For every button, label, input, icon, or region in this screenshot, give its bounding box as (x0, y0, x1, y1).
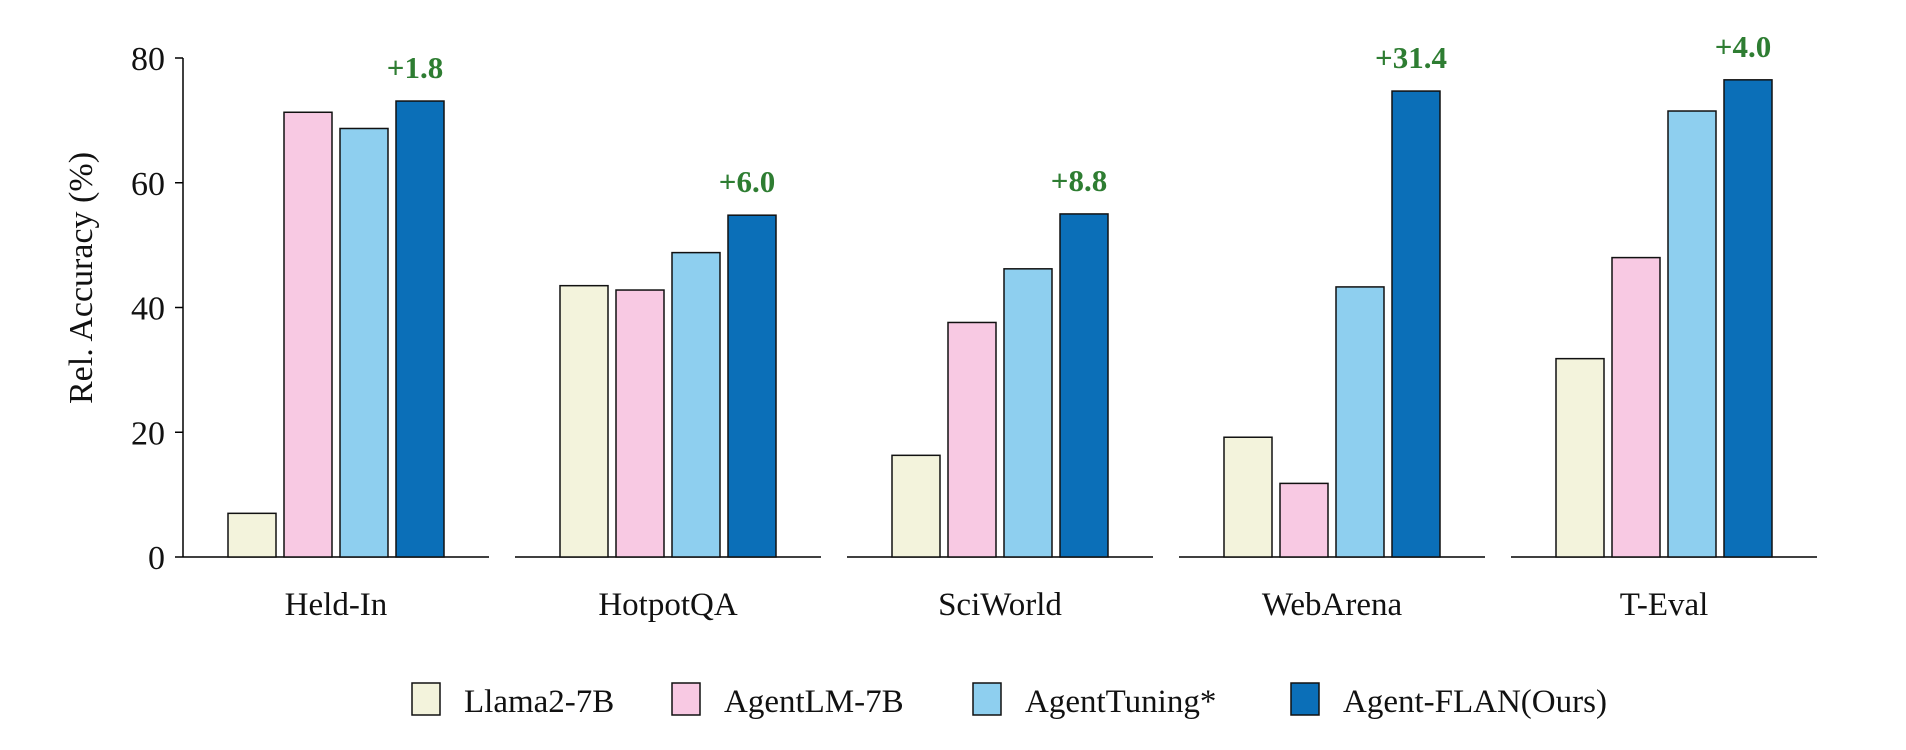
gain-annotation: +31.4 (1375, 40, 1447, 75)
category-labels: Held-In HotpotQA SciWorld WebArena T-Eval (285, 587, 1709, 623)
x-tick-label: SciWorld (938, 587, 1062, 623)
bar-held-in-3 (395, 100, 445, 558)
legend-swatch (972, 682, 1002, 716)
bar-t-eval-2 (1667, 110, 1717, 558)
y-tick-label: 20 (131, 415, 165, 452)
bar-hotpotqa-0 (559, 284, 609, 558)
gain-annotation: +8.8 (1051, 163, 1107, 198)
legend: Llama2-7B AgentLM-7B AgentTuning* Agent-FLA… (411, 682, 1607, 720)
bar-sciworld-0 (891, 454, 941, 558)
y-axis-label: Rel. Accuracy (%) (63, 152, 100, 404)
legend-label: Agent-FLAN(Ours) (1343, 684, 1607, 720)
x-tick-label: T-Eval (1620, 587, 1709, 623)
bar-t-eval-0 (1555, 357, 1605, 558)
bar-t-eval-1 (1611, 256, 1661, 558)
annotations: +1.8 +6.0 +8.8 +31.4 +4.0 (387, 29, 1771, 199)
bar-webarena-3 (1391, 90, 1441, 558)
legend-label: AgentTuning* (1025, 684, 1216, 720)
y-tick-label: 80 (131, 41, 165, 78)
x-tick-label: HotpotQA (598, 587, 738, 623)
legend-label: AgentLM-7B (724, 684, 904, 720)
legend-swatch (1290, 682, 1320, 716)
y-tick-label: 60 (131, 166, 165, 203)
gain-annotation: +1.8 (387, 50, 443, 85)
bar-sciworld-2 (1003, 268, 1053, 558)
bar-sciworld-1 (947, 321, 997, 558)
bar-webarena-0 (1223, 436, 1273, 558)
legend-label: Llama2-7B (464, 684, 614, 720)
legend-swatch (671, 682, 701, 716)
y-tick-label: 40 (131, 291, 165, 328)
bar-hotpotqa-1 (615, 289, 665, 558)
bar-webarena-2 (1335, 286, 1385, 558)
bar-sciworld-3 (1059, 213, 1109, 558)
y-tick-label: 0 (148, 540, 165, 577)
bar-held-in-2 (339, 127, 389, 558)
gain-annotation: +4.0 (1715, 29, 1771, 64)
bar-held-in-0 (227, 512, 277, 558)
bar-t-eval-3 (1723, 79, 1773, 558)
gain-annotation: +6.0 (719, 164, 775, 199)
x-tick-label: WebArena (1262, 587, 1403, 623)
x-tick-label: Held-In (285, 587, 388, 623)
legend-swatch (411, 682, 441, 716)
bar-hotpotqa-3 (727, 214, 777, 558)
bar-hotpotqa-2 (671, 251, 721, 558)
bars (227, 79, 1773, 558)
bar-webarena-1 (1279, 482, 1329, 558)
bar-held-in-1 (283, 111, 333, 558)
